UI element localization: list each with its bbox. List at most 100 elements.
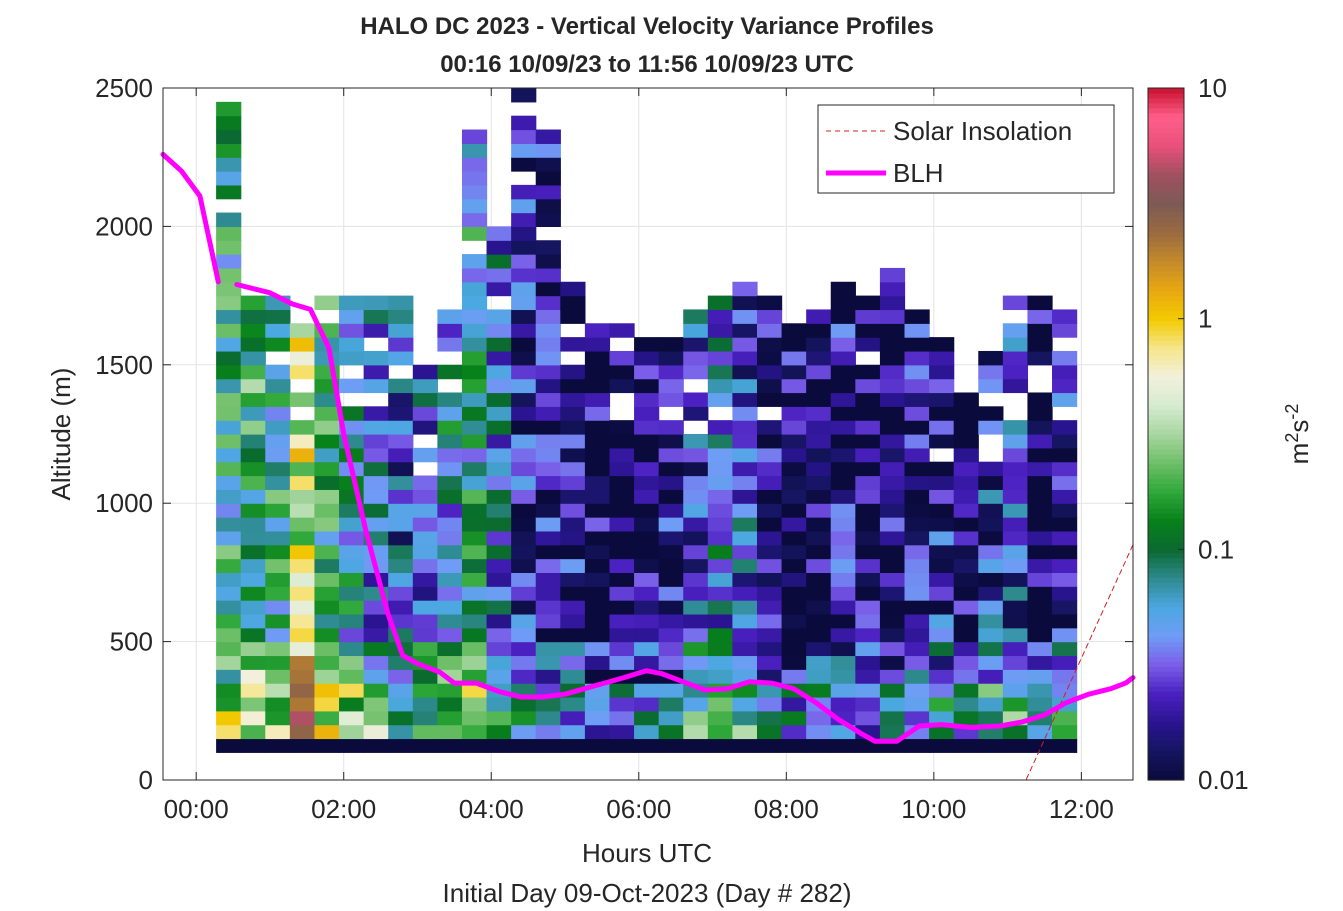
heatmap-cell bbox=[461, 267, 488, 283]
colorbar-segment bbox=[1148, 241, 1184, 247]
heatmap-cell bbox=[1052, 503, 1078, 518]
heatmap-cell bbox=[609, 738, 635, 753]
heatmap-cell bbox=[953, 710, 979, 726]
colorbar-segment bbox=[1148, 542, 1184, 549]
heatmap-cell bbox=[683, 364, 709, 380]
heatmap-cell bbox=[830, 475, 856, 490]
heatmap-cell bbox=[216, 669, 242, 684]
heatmap-cell bbox=[732, 281, 758, 297]
heatmap-cell bbox=[658, 613, 684, 629]
heatmap-cell bbox=[609, 655, 635, 670]
heatmap-cell bbox=[732, 461, 758, 477]
heatmap-cell bbox=[240, 406, 266, 421]
heatmap-cell bbox=[461, 295, 488, 311]
heatmap-cell bbox=[388, 475, 414, 490]
heatmap-cell bbox=[830, 309, 856, 324]
heatmap-cell bbox=[634, 337, 660, 352]
heatmap-cell bbox=[879, 420, 906, 435]
heatmap-cell bbox=[388, 710, 414, 726]
heatmap-cell bbox=[732, 600, 758, 615]
heatmap-cell bbox=[412, 489, 438, 504]
colorbar-segment bbox=[1148, 448, 1184, 455]
heatmap-cell bbox=[486, 558, 512, 573]
heatmap-cell bbox=[437, 475, 463, 490]
heatmap-cell bbox=[904, 434, 930, 449]
colorbar-segment bbox=[1148, 162, 1184, 168]
heatmap-cell bbox=[609, 613, 635, 629]
heatmap-cell bbox=[953, 530, 979, 546]
heatmap-cell bbox=[314, 475, 340, 490]
heatmap-cell bbox=[879, 434, 906, 449]
heatmap-cell bbox=[1027, 461, 1053, 477]
heatmap-cell bbox=[658, 392, 684, 407]
x-tick-label: 10:00 bbox=[901, 794, 966, 824]
heatmap-cell bbox=[634, 586, 660, 601]
heatmap-cell bbox=[461, 129, 488, 144]
heatmap-cell bbox=[289, 696, 316, 712]
heatmap-cell bbox=[240, 503, 266, 518]
heatmap-cell bbox=[830, 600, 856, 615]
heatmap-cell bbox=[584, 447, 611, 463]
heatmap-cell bbox=[609, 489, 635, 504]
heatmap-cell bbox=[486, 489, 512, 504]
heatmap-cell bbox=[240, 378, 266, 394]
colorbar-segment bbox=[1148, 127, 1184, 134]
heatmap-cell bbox=[314, 655, 340, 670]
heatmap-cell bbox=[658, 337, 684, 352]
heatmap-cell bbox=[535, 447, 561, 463]
colorbar-segment bbox=[1148, 172, 1184, 178]
heatmap-cell bbox=[978, 586, 1004, 601]
colorbar-segment bbox=[1148, 354, 1184, 361]
heatmap-cell bbox=[240, 724, 266, 740]
heatmap-cell bbox=[584, 710, 611, 726]
heatmap-cell bbox=[609, 600, 635, 615]
heatmap-cell bbox=[978, 364, 1004, 380]
heatmap-cell bbox=[265, 475, 291, 490]
heatmap-cell bbox=[560, 420, 586, 435]
heatmap-cell bbox=[830, 406, 856, 421]
heatmap-cell bbox=[953, 641, 979, 657]
heatmap-cell bbox=[584, 337, 611, 352]
colorbar-segment bbox=[1148, 735, 1184, 742]
heatmap-cell bbox=[879, 600, 906, 615]
heatmap-cell bbox=[314, 489, 340, 504]
heatmap-cell bbox=[240, 461, 266, 477]
heatmap-cell bbox=[511, 669, 537, 684]
heatmap-cell bbox=[535, 198, 561, 214]
heatmap-cell bbox=[535, 724, 561, 740]
heatmap-cell bbox=[732, 572, 758, 587]
colorbar-segment bbox=[1148, 335, 1184, 341]
heatmap-cell bbox=[461, 309, 488, 324]
heatmap-cell bbox=[216, 226, 242, 241]
heatmap-cell bbox=[855, 600, 881, 615]
heatmap-cell bbox=[584, 613, 611, 629]
heatmap-cell bbox=[265, 406, 291, 421]
heatmap-cell bbox=[781, 420, 807, 435]
heatmap-cell bbox=[609, 364, 635, 380]
heatmap-cell bbox=[216, 157, 242, 172]
heatmap-cell bbox=[634, 613, 660, 629]
heatmap-cell bbox=[486, 447, 512, 463]
heatmap-cell bbox=[240, 738, 266, 753]
heatmap-cell bbox=[461, 406, 488, 421]
colorbar-segment bbox=[1148, 636, 1184, 643]
heatmap-cell bbox=[806, 461, 832, 477]
heatmap-cell bbox=[634, 517, 660, 532]
heatmap-cell bbox=[904, 530, 930, 546]
heatmap-cell bbox=[560, 392, 586, 407]
heatmap-cell bbox=[265, 323, 291, 338]
x-tick-label: 04:00 bbox=[459, 794, 524, 824]
heatmap-cell bbox=[363, 350, 389, 366]
colorbar-segment bbox=[1148, 330, 1184, 336]
heatmap-cell bbox=[535, 627, 561, 643]
heatmap-cell bbox=[781, 696, 807, 712]
heatmap-cell bbox=[363, 696, 389, 712]
heatmap-cell bbox=[978, 641, 1004, 657]
heatmap-cell bbox=[879, 323, 906, 338]
heatmap-cell bbox=[535, 323, 561, 338]
heatmap-cell bbox=[707, 434, 734, 449]
heatmap-cell bbox=[388, 337, 414, 352]
heatmap-cell bbox=[314, 738, 340, 753]
heatmap-cell bbox=[216, 489, 242, 504]
heatmap-cell bbox=[511, 503, 537, 518]
